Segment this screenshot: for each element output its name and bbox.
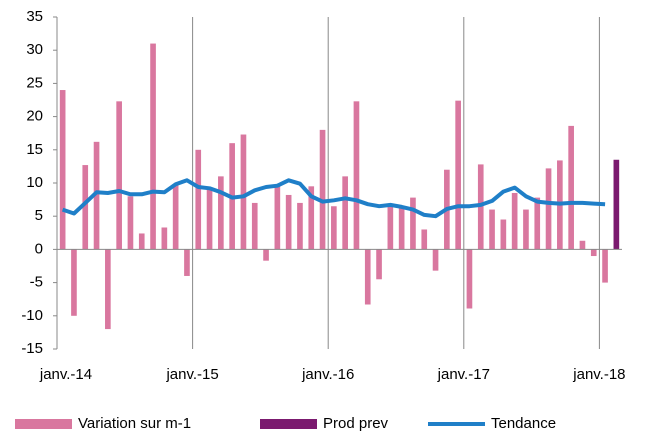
bar xyxy=(71,249,77,316)
bar xyxy=(172,184,179,250)
bar xyxy=(82,165,89,250)
y-tick-label: -5 xyxy=(30,274,43,291)
bar xyxy=(184,249,190,276)
bar xyxy=(511,192,518,250)
y-tick-label: 10 xyxy=(26,174,43,191)
bar xyxy=(579,240,586,250)
bar xyxy=(138,233,145,250)
bar xyxy=(59,90,66,250)
bar xyxy=(274,186,281,250)
bar xyxy=(387,206,394,250)
bar xyxy=(545,168,552,250)
bar xyxy=(308,186,315,250)
bar xyxy=(195,149,202,250)
x-tick-label: janv.-16 xyxy=(301,366,354,383)
bar xyxy=(127,196,134,250)
y-tick-label: -10 xyxy=(21,307,43,324)
bar xyxy=(251,202,258,250)
bar xyxy=(331,206,337,250)
bar xyxy=(398,206,405,250)
bar xyxy=(93,141,100,250)
y-tick-label: 15 xyxy=(26,141,43,158)
bar xyxy=(602,249,608,283)
bar xyxy=(568,125,574,250)
bar xyxy=(263,249,269,261)
bar xyxy=(297,202,303,250)
bar xyxy=(240,134,247,250)
bar xyxy=(534,197,541,250)
bar xyxy=(116,101,122,250)
bar xyxy=(590,249,597,257)
y-tick-label: 25 xyxy=(26,74,43,91)
bar xyxy=(105,249,111,330)
y-tick-label: 35 xyxy=(26,8,43,25)
bar xyxy=(523,209,529,250)
legend-label: Tendance xyxy=(491,415,556,432)
bar xyxy=(364,249,371,305)
trend-line xyxy=(61,178,606,219)
bar xyxy=(613,159,620,250)
bar xyxy=(353,101,360,250)
bar xyxy=(206,189,213,250)
y-tick-label: 5 xyxy=(35,207,43,224)
y-tick-label: -15 xyxy=(21,340,43,357)
bar xyxy=(319,129,326,250)
bar xyxy=(410,197,416,250)
bar xyxy=(342,176,348,250)
bar xyxy=(161,227,168,250)
legend-label: Prod prev xyxy=(323,415,389,432)
legend-label: Variation sur m-1 xyxy=(78,415,191,432)
bar xyxy=(150,43,156,250)
x-tick-label: janv.-18 xyxy=(572,366,625,383)
legend-swatch xyxy=(260,419,317,429)
bar xyxy=(455,100,461,250)
bar xyxy=(218,176,224,250)
bar xyxy=(421,229,428,250)
bar xyxy=(285,194,292,250)
bar xyxy=(466,249,473,309)
bar xyxy=(376,249,382,280)
x-tick-label: janv.-14 xyxy=(39,366,92,383)
bar xyxy=(432,249,439,271)
legend-swatch xyxy=(15,419,72,429)
x-tick-label: janv.-17 xyxy=(437,366,490,383)
x-tick-label: janv.-15 xyxy=(165,366,218,383)
bar xyxy=(489,209,495,250)
bar xyxy=(500,219,507,250)
y-tick-label: 20 xyxy=(26,108,43,125)
y-tick-label: 0 xyxy=(35,240,43,257)
y-tick-label: 30 xyxy=(26,41,43,58)
